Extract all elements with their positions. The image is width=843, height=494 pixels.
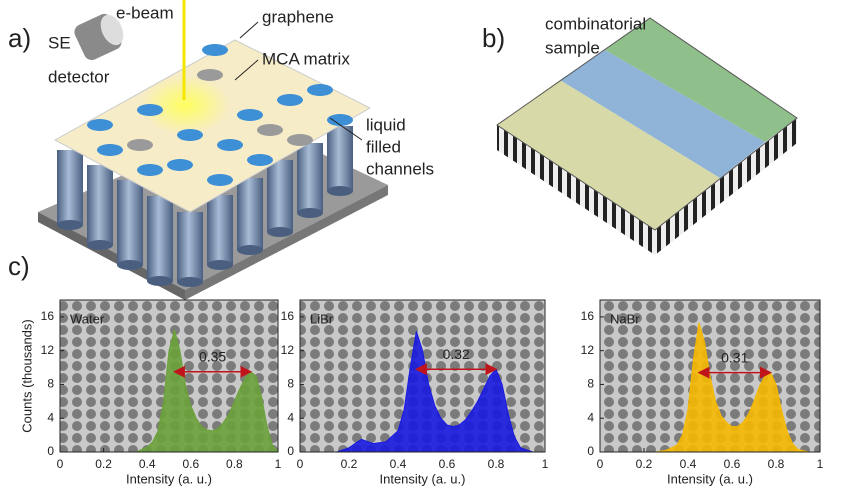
label: channels <box>366 159 434 178</box>
channel-top <box>257 124 283 136</box>
x-tick-label: 0.6 <box>182 457 199 471</box>
cylinder <box>327 126 353 191</box>
y-tick-label: 0 <box>47 444 54 458</box>
y-tick-label: 16 <box>41 309 55 323</box>
x-tick-label: 1 <box>542 457 549 471</box>
x-tick-label: 0 <box>597 457 604 471</box>
channel-top <box>137 104 163 116</box>
label: MCA matrix <box>262 49 350 68</box>
channel-top <box>177 129 203 141</box>
x-axis-label: Intensity (a. u.) <box>667 471 753 486</box>
channel-top <box>327 114 353 126</box>
y-axis-label: Counts (thousands) <box>19 319 34 432</box>
x-axis-label: Intensity (a. u.) <box>126 471 212 486</box>
illustration-b <box>497 18 797 255</box>
cylinder-bottom <box>117 260 143 270</box>
cylinder <box>147 196 173 281</box>
x-tick-label: 0 <box>57 457 64 471</box>
x-tick-label: 0.4 <box>139 457 156 471</box>
x-tick-label: 0.4 <box>390 457 407 471</box>
cylinder-bottom <box>207 260 233 270</box>
cylinder-bottom <box>267 227 293 237</box>
channel-top <box>237 109 263 121</box>
panel-label: c) <box>8 251 30 281</box>
cylinder-bottom <box>147 276 173 286</box>
y-tick-label: 4 <box>47 410 54 424</box>
series-label: LiBr <box>310 311 334 326</box>
label: filled <box>366 137 401 156</box>
x-tick-label: 0.8 <box>226 457 243 471</box>
channel-top <box>277 94 303 106</box>
y-tick-label: 8 <box>47 377 54 391</box>
panel-label: b) <box>482 23 505 53</box>
channel-top <box>167 159 193 171</box>
channel-top <box>207 174 233 186</box>
cylinder-bottom <box>87 240 113 250</box>
x-tick-label: 0.8 <box>488 457 505 471</box>
y-tick-label: 8 <box>587 377 594 391</box>
x-tick-label: 0.6 <box>724 457 741 471</box>
label: graphene <box>262 7 334 26</box>
cylinder <box>207 195 233 265</box>
x-tick-label: 0.6 <box>439 457 456 471</box>
annotation: 0.32 <box>443 346 470 362</box>
y-tick-label: 0 <box>587 444 594 458</box>
x-tick-label: 0.8 <box>768 457 785 471</box>
label: SE <box>48 33 71 52</box>
y-tick-label: 4 <box>587 410 594 424</box>
label: liquid <box>366 115 406 134</box>
x-tick-label: 0.2 <box>95 457 112 471</box>
channel-top <box>127 139 153 151</box>
y-tick-label: 0 <box>287 444 294 458</box>
y-tick-label: 8 <box>287 377 294 391</box>
cylinder <box>237 178 263 250</box>
y-tick-label: 12 <box>581 343 595 357</box>
channel-top <box>197 69 223 81</box>
cylinder-bottom <box>177 277 203 287</box>
panel-label: a) <box>8 23 31 53</box>
cylinder-bottom <box>57 220 83 230</box>
x-tick-label: 1 <box>275 457 282 471</box>
channel-top <box>87 119 113 131</box>
label: sample <box>545 38 600 57</box>
figure: a) b) c) e-beam graphene MCA matrix SE d… <box>0 0 843 489</box>
x-tick-label: 0.4 <box>680 457 697 471</box>
x-axis-label: Intensity (a. u.) <box>380 471 466 486</box>
channel-top <box>217 139 243 151</box>
x-tick-label: 0 <box>297 457 304 471</box>
cylinder <box>117 180 143 265</box>
channel-top <box>137 164 163 176</box>
y-tick-label: 16 <box>281 309 295 323</box>
annotation: 0.35 <box>199 348 226 364</box>
cylinder <box>57 150 83 225</box>
channel-top <box>97 144 123 156</box>
cylinder <box>267 160 293 232</box>
cylinder <box>87 165 113 245</box>
x-tick-label: 0.2 <box>636 457 653 471</box>
annotation: 0.31 <box>721 349 748 365</box>
cylinder <box>297 143 323 213</box>
cylinder <box>177 212 203 282</box>
series-label: NaBr <box>610 311 640 326</box>
channel-top <box>202 44 228 56</box>
channel-top <box>247 154 273 166</box>
cylinder-bottom <box>297 208 323 218</box>
y-tick-label: 4 <box>287 410 294 424</box>
cylinder-bottom <box>327 186 353 196</box>
x-tick-label: 1 <box>817 457 824 471</box>
y-tick-label: 16 <box>581 309 595 323</box>
label: detector <box>48 67 110 86</box>
y-tick-label: 12 <box>41 343 55 357</box>
label: e-beam <box>116 3 174 22</box>
channel-top <box>287 134 313 146</box>
y-tick-label: 12 <box>281 343 295 357</box>
x-tick-label: 0.2 <box>341 457 358 471</box>
label: combinatorial <box>545 14 646 33</box>
cylinder-bottom <box>237 245 263 255</box>
series-label: Water <box>70 311 105 326</box>
channel-top <box>307 84 333 96</box>
